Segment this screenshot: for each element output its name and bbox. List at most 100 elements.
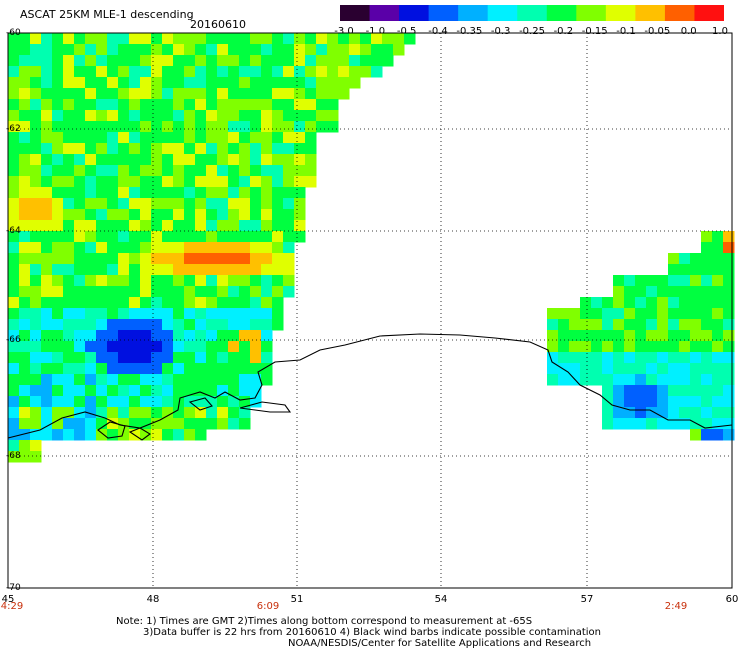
data-cell bbox=[162, 363, 174, 375]
data-cell bbox=[140, 55, 152, 67]
data-cell bbox=[41, 132, 53, 144]
data-cell bbox=[8, 396, 20, 408]
data-cell bbox=[96, 187, 108, 199]
data-cell bbox=[283, 165, 295, 177]
data-cell bbox=[668, 319, 680, 331]
data-cell bbox=[360, 66, 372, 78]
data-cell bbox=[239, 143, 251, 155]
data-cell bbox=[8, 242, 20, 254]
data-cell bbox=[19, 220, 31, 232]
data-cell bbox=[569, 308, 581, 320]
data-cell bbox=[129, 341, 141, 353]
data-cell bbox=[283, 275, 295, 287]
data-cell bbox=[162, 297, 174, 309]
data-cell bbox=[195, 220, 207, 232]
data-cell bbox=[283, 198, 295, 210]
data-cell bbox=[294, 187, 306, 199]
data-cell bbox=[129, 132, 141, 144]
data-cell bbox=[195, 396, 207, 408]
data-cell bbox=[151, 286, 163, 298]
data-cell bbox=[52, 253, 64, 265]
data-cell bbox=[107, 33, 119, 45]
data-cell bbox=[118, 66, 130, 78]
data-cell bbox=[8, 330, 20, 342]
data-cell bbox=[52, 231, 64, 243]
data-cell bbox=[635, 374, 647, 386]
data-cell bbox=[206, 165, 218, 177]
data-cell bbox=[63, 176, 75, 188]
data-cell bbox=[195, 363, 207, 375]
data-cell bbox=[217, 121, 229, 133]
data-cell bbox=[624, 341, 636, 353]
data-cell bbox=[63, 209, 75, 221]
data-cell bbox=[239, 132, 251, 144]
data-cell bbox=[195, 143, 207, 155]
data-cell bbox=[723, 396, 735, 408]
data-cell bbox=[140, 407, 152, 419]
data-cell bbox=[723, 253, 735, 265]
data-cell bbox=[173, 319, 185, 331]
data-cell bbox=[173, 242, 185, 254]
data-cell bbox=[250, 264, 262, 276]
data-cell bbox=[30, 66, 42, 78]
data-cell bbox=[217, 33, 229, 45]
data-cell bbox=[118, 231, 130, 243]
data-cell bbox=[206, 132, 218, 144]
data-cell bbox=[261, 121, 273, 133]
data-cell bbox=[646, 374, 658, 386]
data-cell bbox=[41, 55, 53, 67]
data-cell bbox=[668, 363, 680, 375]
data-cell bbox=[19, 396, 31, 408]
data-cell bbox=[74, 55, 86, 67]
data-cell bbox=[107, 242, 119, 254]
data-cell bbox=[173, 341, 185, 353]
data-cell bbox=[129, 110, 141, 122]
data-cell bbox=[173, 220, 185, 232]
data-cell bbox=[250, 231, 262, 243]
data-cell bbox=[272, 319, 284, 331]
data-cell bbox=[173, 407, 185, 419]
data-cell bbox=[195, 407, 207, 419]
data-cell bbox=[602, 418, 614, 430]
data-cell bbox=[140, 396, 152, 408]
data-cell bbox=[140, 77, 152, 89]
data-cell bbox=[646, 308, 658, 320]
data-cell bbox=[206, 77, 218, 89]
data-cell bbox=[118, 275, 130, 287]
data-cell bbox=[41, 88, 53, 100]
data-cell bbox=[41, 297, 53, 309]
map-frame bbox=[7, 32, 733, 589]
data-cell bbox=[52, 209, 64, 221]
data-cell bbox=[679, 363, 691, 375]
data-cell bbox=[30, 264, 42, 276]
data-cell bbox=[140, 374, 152, 386]
data-cell bbox=[701, 297, 713, 309]
data-cell bbox=[85, 319, 97, 331]
data-cell bbox=[305, 165, 317, 177]
data-cell bbox=[635, 286, 647, 298]
data-cell bbox=[305, 77, 317, 89]
data-cell bbox=[712, 374, 724, 386]
data-cell bbox=[239, 297, 251, 309]
data-cell bbox=[184, 429, 196, 441]
data-cell bbox=[41, 363, 53, 375]
data-cell bbox=[19, 242, 31, 254]
colorbar-swatch bbox=[428, 5, 459, 21]
data-cell bbox=[85, 418, 97, 430]
data-cell bbox=[250, 308, 262, 320]
data-cell bbox=[250, 77, 262, 89]
data-cell bbox=[52, 110, 64, 122]
data-cell bbox=[63, 286, 75, 298]
data-cell bbox=[624, 297, 636, 309]
data-cell bbox=[173, 264, 185, 276]
data-cell bbox=[184, 132, 196, 144]
data-cell bbox=[349, 77, 361, 89]
data-cell bbox=[635, 363, 647, 375]
data-cell bbox=[195, 55, 207, 67]
data-cell bbox=[635, 385, 647, 397]
data-cell bbox=[228, 418, 240, 430]
data-cell bbox=[151, 429, 163, 441]
data-cell bbox=[19, 451, 31, 463]
data-cell bbox=[162, 88, 174, 100]
data-cell bbox=[217, 418, 229, 430]
